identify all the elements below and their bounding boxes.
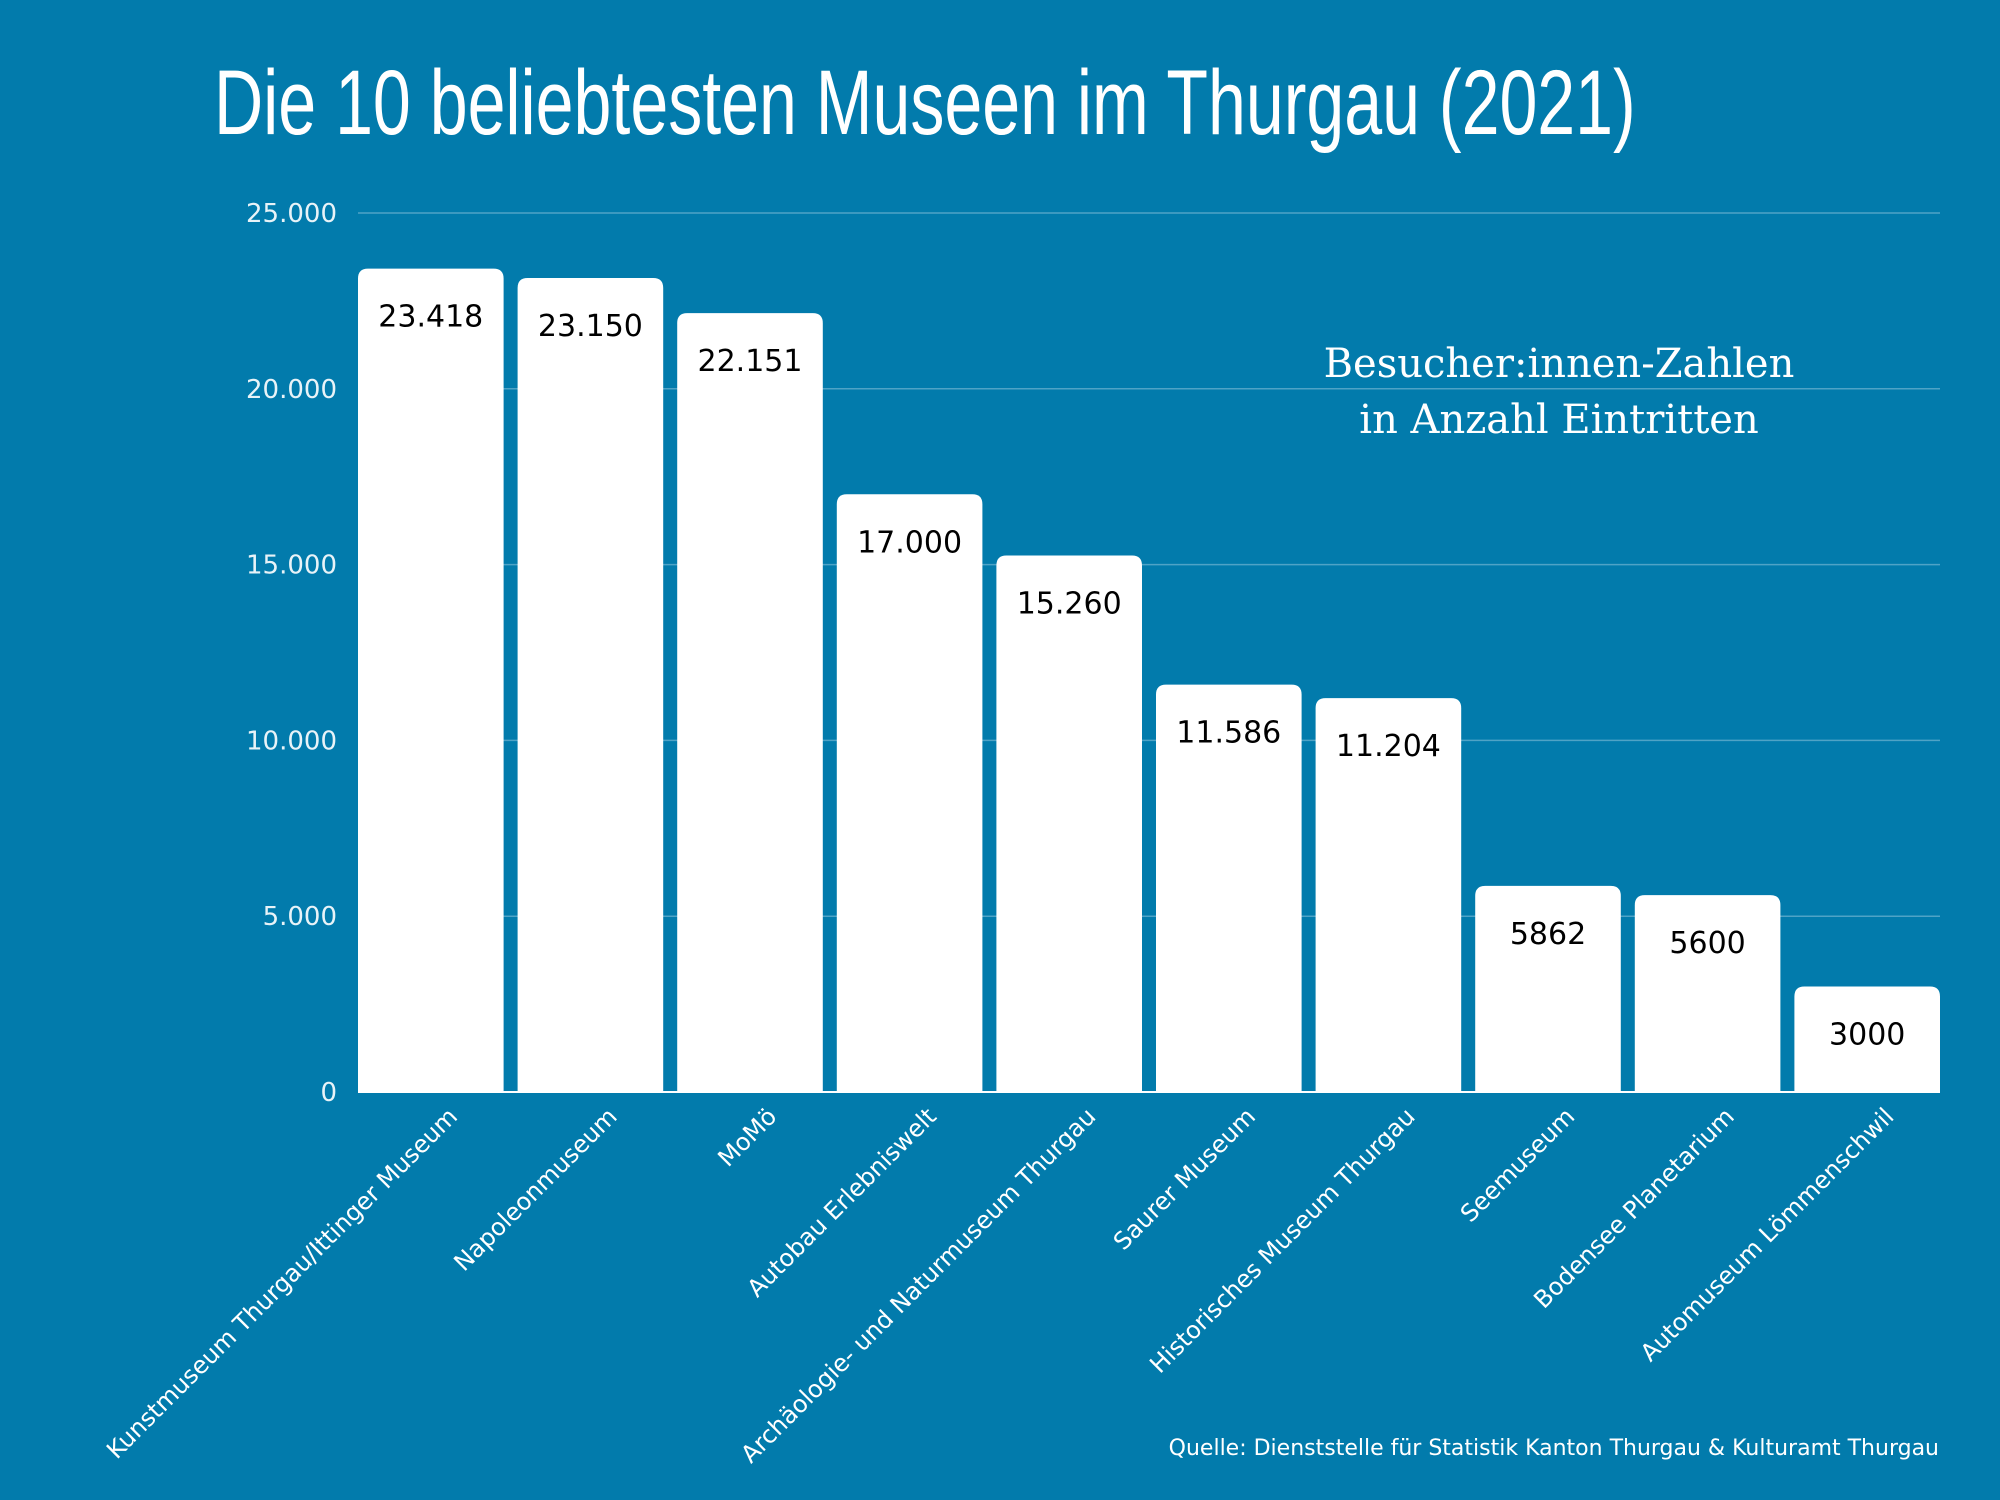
data-label: 5862 [1510,917,1586,952]
data-label: 23.150 [538,309,643,344]
y-tick-label: 15.000 [246,551,337,581]
x-tick-label: MoMö [712,1102,782,1172]
x-tick-label: Archäologie- und Naturmuseum Thurgau [735,1102,1101,1468]
source-note: Quelle: Dienststelle für Statistik Kanto… [1168,1436,1939,1461]
chart-title: Die 10 beliebtesten Museen im Thurgau (2… [214,52,1636,154]
subtitle-line-1: Besucher:innen-Zahlen [1323,341,1795,387]
data-label: 11.586 [1176,716,1281,751]
x-tick-label: Historisches Museum Thurgau [1144,1102,1420,1378]
data-label: 11.204 [1336,729,1441,764]
y-tick-label: 25.000 [246,199,337,229]
bar [677,313,823,1092]
bar [1475,885,1621,1092]
y-tick-label: 0 [320,1078,337,1108]
x-tick-label: Napoleonmuseum [448,1102,622,1276]
data-label: 3000 [1829,1018,1905,1053]
bar [996,555,1142,1092]
bar [1315,698,1462,1092]
bar [1156,684,1302,1092]
x-tick-label: Automuseum Lömmenschwil [1635,1102,1899,1366]
chart-subtitle: Besucher:innen-Zahlen in Anzahl Eintritt… [1259,336,1859,448]
data-label: 23.418 [378,300,483,335]
data-label: 15.260 [1017,586,1122,621]
y-tick-label: 5.000 [263,902,337,932]
bar [358,268,504,1092]
x-tick-label: Saurer Museum [1108,1102,1261,1255]
bar [1634,895,1781,1092]
x-tick-label: Kunstmuseum Thurgau/Ittinger Museum [101,1102,463,1464]
data-label: 22.151 [698,344,803,379]
bar [517,278,664,1092]
data-label: 17.000 [857,525,962,560]
y-tick-label: 10.000 [246,726,337,756]
bar [836,494,983,1092]
data-label: 5600 [1669,926,1745,961]
y-tick-label: 20.000 [246,375,337,405]
bar [1794,986,1940,1092]
x-tick-label: Seemuseum [1455,1102,1580,1227]
subtitle-line-2: in Anzahl Eintritten [1359,397,1759,443]
